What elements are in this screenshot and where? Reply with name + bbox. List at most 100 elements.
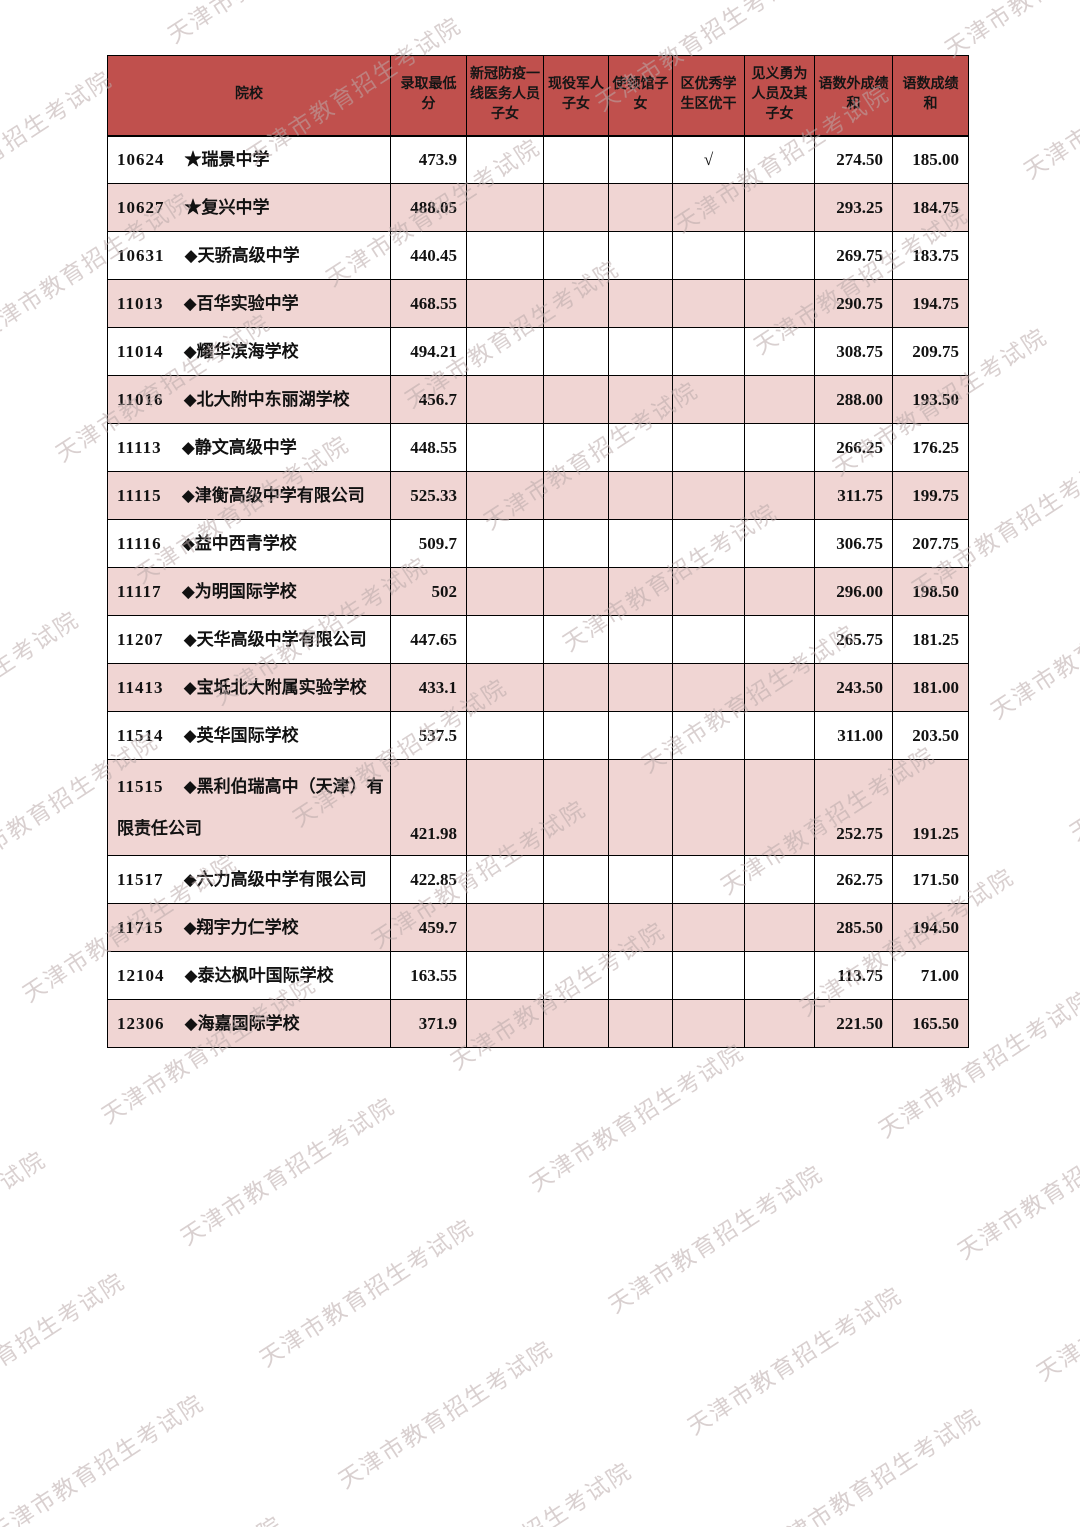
brave-cell — [744, 519, 815, 568]
school-cell: 10627 ★复兴中学 — [107, 183, 391, 232]
covid-medical-cell — [466, 903, 544, 952]
covid-medical-cell — [466, 951, 544, 1000]
chn-math-sum-cell: 198.50 — [892, 567, 969, 616]
embassy-cell — [608, 711, 673, 760]
watermark-text: 天津市教育招生考试院 — [0, 0, 38, 103]
brave-cell — [744, 279, 815, 328]
min-score-cell: 456.7 — [390, 375, 467, 424]
watermark-text: 天津市教育招生考试院 — [953, 1107, 1080, 1265]
school-cell: 11013 ◆百华实验中学 — [107, 279, 391, 328]
table-row: 12104 ◆泰达枫叶国际学校 163.55 113.75 71.00 — [107, 951, 969, 1000]
chn-math-eng-sum-cell: 262.75 — [814, 855, 893, 904]
col-header-min-score: 录取最低分 — [390, 55, 467, 137]
school-code: 11117 — [117, 581, 162, 601]
brave-cell — [744, 999, 815, 1048]
col-header-covid-medical: 新冠防疫一线医务人员子女 — [466, 55, 544, 137]
watermark-text: 天津市教育招生考试院 — [762, 1404, 986, 1527]
covid-medical-cell — [466, 279, 544, 328]
school-code: 11413 — [117, 677, 164, 697]
watermark-text: 天津市教育招生考试院 — [0, 975, 4, 1233]
chn-math-sum-cell: 181.00 — [892, 663, 969, 712]
district-outstanding-cell — [672, 855, 745, 904]
school-code: 12306 — [117, 1013, 165, 1033]
min-score-cell: 488.05 — [390, 183, 467, 232]
embassy-cell — [608, 999, 673, 1048]
district-outstanding-cell — [672, 327, 745, 376]
school-name: ◆天华高级中学有限公司 — [183, 629, 367, 649]
watermark-text: 天津市教育招生考试院 — [683, 1282, 907, 1440]
min-score-cell: 371.9 — [390, 999, 467, 1048]
covid-medical-cell — [466, 759, 544, 856]
embassy-cell — [608, 567, 673, 616]
min-score-cell: 447.65 — [390, 615, 467, 664]
military-cell — [543, 279, 609, 328]
brave-cell — [744, 183, 815, 232]
chn-math-eng-sum-cell: 252.75 — [814, 759, 893, 856]
district-outstanding-cell — [672, 951, 745, 1000]
school-name: ◆泰达枫叶国际学校 — [184, 965, 334, 985]
col-header-chn-math-sum: 语数成绩和 — [892, 55, 969, 137]
school-code: 10631 — [117, 245, 165, 265]
table-row: 11013 ◆百华实验中学 468.55 290.75 194.75 — [107, 279, 969, 328]
school-cell: 11207 ◆天华高级中学有限公司 — [107, 615, 391, 664]
chn-math-eng-sum-cell: 290.75 — [814, 279, 893, 328]
military-cell — [543, 327, 609, 376]
chn-math-eng-sum-cell: 311.00 — [814, 711, 893, 760]
min-score-cell: 459.7 — [390, 903, 467, 952]
school-code: 11517 — [117, 869, 164, 889]
school-code: 11016 — [117, 389, 164, 409]
col-header-brave: 见义勇为人员及其子女 — [744, 55, 815, 137]
table-row: 11715 ◆翔宇力仁学校 459.7 285.50 194.50 — [107, 903, 969, 952]
table-row: 11515 ◆黑利伯瑞高中（天津）有限责任公司 421.98 252.75 191… — [107, 759, 969, 856]
covid-medical-cell — [466, 855, 544, 904]
school-code: 11715 — [117, 917, 164, 937]
chn-math-sum-cell: 176.25 — [892, 423, 969, 472]
table-row: 11014 ◆耀华滨海学校 494.21 308.75 209.75 — [107, 327, 969, 376]
covid-medical-cell — [466, 663, 544, 712]
covid-medical-cell — [466, 327, 544, 376]
col-header-district-outstanding: 区优秀学生区优干 — [672, 55, 745, 137]
embassy-cell — [608, 375, 673, 424]
watermark-text: 天津市教育招生考试院 — [0, 1268, 130, 1426]
chn-math-sum-cell: 207.75 — [892, 519, 969, 568]
chn-math-sum-cell: 191.25 — [892, 759, 969, 856]
embassy-cell — [608, 615, 673, 664]
chn-math-eng-sum-cell: 113.75 — [814, 951, 893, 1000]
school-code: 10627 — [117, 197, 165, 217]
chn-math-eng-sum-cell: 221.50 — [814, 999, 893, 1048]
brave-cell — [744, 471, 815, 520]
brave-cell — [744, 663, 815, 712]
brave-cell — [744, 135, 815, 184]
military-cell — [543, 855, 609, 904]
watermark-text: 天津市教育招生考试院 — [986, 566, 1080, 725]
watermark-text: 天津市教育招生考试院 — [32, 1461, 321, 1527]
watermark-text: 天津市教育招生考试院 — [1066, 98, 1080, 356]
covid-medical-cell — [466, 375, 544, 424]
military-cell — [543, 759, 609, 856]
school-code: 11113 — [117, 437, 162, 457]
school-name: ◆宝坻北大附属实验学校 — [183, 677, 367, 697]
district-outstanding-cell — [672, 231, 745, 280]
brave-cell — [744, 759, 815, 856]
embassy-cell — [608, 855, 673, 904]
watermark-line: 天津市教育招生考试院天津市教育招生考试院天津市教育招生考试院天津市教育招生考试院… — [235, 1195, 1080, 1527]
min-score-cell: 502 — [390, 567, 467, 616]
school-code: 11116 — [117, 533, 162, 553]
chn-math-sum-cell: 185.00 — [892, 135, 969, 184]
col-header-school: 院校 — [107, 55, 391, 137]
school-cell: 11016 ◆北大附中东丽湖学校 — [107, 375, 391, 424]
chn-math-eng-sum-cell: 311.75 — [814, 471, 893, 520]
chn-math-sum-cell: 184.75 — [892, 183, 969, 232]
watermark-text: 天津市教育招生考试院 — [334, 1336, 558, 1494]
district-outstanding-cell — [672, 519, 745, 568]
school-code: 11207 — [117, 629, 164, 649]
district-outstanding-cell — [672, 903, 745, 952]
school-code: 11013 — [117, 293, 164, 313]
chn-math-eng-sum-cell: 285.50 — [814, 903, 893, 952]
school-name: ★瑞景中学 — [184, 149, 270, 169]
covid-medical-cell — [466, 135, 544, 184]
table-row: 11514 ◆英华国际学校 537.5 311.00 203.50 — [107, 711, 969, 760]
chn-math-sum-cell: 209.75 — [892, 327, 969, 376]
covid-medical-cell — [466, 567, 544, 616]
covid-medical-cell — [466, 519, 544, 568]
